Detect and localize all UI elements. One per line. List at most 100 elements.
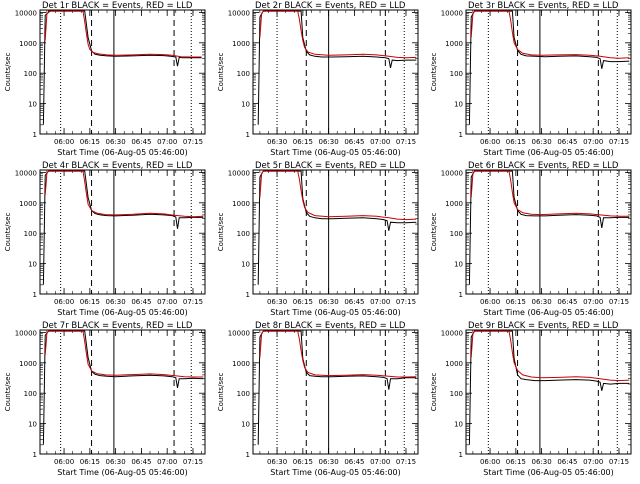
panel-det-1: Det 1r BLACK = Events, RED = LLD Counts/s… [4, 1, 206, 157]
y-tick-label: 100 [24, 70, 37, 78]
series-events-line [257, 170, 417, 285]
plot-frame [39, 9, 206, 135]
x-tick-label: 07:00 [157, 458, 177, 466]
x-tick-label: 06:30 [319, 458, 339, 466]
y-tick-label: 100 [24, 390, 37, 398]
y-tick-label: 100 [450, 70, 463, 78]
panel-det-6: Det 6r BLACK = Events, RED = LLD Counts/s… [430, 161, 632, 317]
y-tick-label: 1000 [19, 360, 37, 368]
x-tick-label: 06:00 [54, 138, 74, 146]
plot-frame [465, 169, 632, 295]
y-tick-label: 10 [454, 421, 463, 429]
y-axis-label: Counts/sec [217, 213, 225, 252]
x-tick-label: 06:15 [80, 298, 100, 306]
series-events-line [257, 330, 417, 445]
series-events-line [468, 170, 630, 285]
series-events-line [468, 330, 630, 445]
x-axis-label: Start Time (06-Aug-05 05:46:00) [57, 308, 188, 317]
x-tick-label: 06:15 [506, 138, 526, 146]
series-events-line [42, 170, 204, 285]
y-tick-label: 100 [237, 390, 250, 398]
x-tick-label: 06:30 [106, 458, 126, 466]
series-lld-line [259, 10, 417, 59]
y-tick-label: 10000 [15, 9, 37, 17]
panel-title: Det 9r BLACK = Events, RED = LLD [468, 321, 619, 331]
x-tick-label: 06:30 [106, 138, 126, 146]
x-tick-label: 07:15 [396, 298, 416, 306]
x-tick-label: 07:00 [583, 298, 603, 306]
panel-det-7: Det 7r BLACK = Events, RED = LLD Counts/s… [4, 321, 206, 477]
panel-title: Det 2r BLACK = Events, RED = LLD [255, 1, 406, 11]
x-tick-label: 07:00 [157, 138, 177, 146]
y-tick-label: 1000 [232, 200, 250, 208]
x-axis-label: Start Time (06-Aug-05 05:46:00) [270, 148, 401, 157]
y-tick-label: 10000 [228, 329, 250, 337]
y-tick-label: 100 [237, 230, 250, 238]
y-axis-label: Counts/sec [4, 53, 12, 92]
y-tick-label: 10 [454, 101, 463, 109]
plot-frame [252, 9, 419, 135]
x-tick-label: 06:30 [267, 298, 287, 306]
x-tick-label: 06:30 [319, 298, 339, 306]
y-tick-label: 1000 [445, 200, 463, 208]
y-tick-label: 10000 [228, 169, 250, 177]
y-tick-label: 10 [28, 421, 37, 429]
plot-frame [465, 329, 632, 455]
y-tick-label: 10 [241, 101, 250, 109]
x-axis-label: Start Time (06-Aug-05 05:46:00) [270, 468, 401, 477]
y-tick-label: 1000 [19, 200, 37, 208]
x-tick-label: 06:45 [557, 298, 577, 306]
plot-frame [465, 9, 632, 135]
x-tick-label: 06:15 [506, 458, 526, 466]
x-axis-label: Start Time (06-Aug-05 05:46:00) [57, 148, 188, 157]
x-axis-label: Start Time (06-Aug-05 05:46:00) [270, 308, 401, 317]
y-axis-label: Counts/sec [4, 373, 12, 412]
panel-title: Det 1r BLACK = Events, RED = LLD [42, 1, 193, 11]
x-axis-label: Start Time (06-Aug-05 05:46:00) [483, 308, 614, 317]
panel-title: Det 5r BLACK = Events, RED = LLD [255, 161, 406, 171]
x-axis-label: Start Time (06-Aug-05 05:46:00) [57, 468, 188, 477]
plot-frame [39, 329, 206, 455]
x-tick-label: 06:00 [480, 458, 500, 466]
panel-title: Det 6r BLACK = Events, RED = LLD [468, 161, 619, 171]
x-tick-label: 06:45 [344, 458, 364, 466]
y-tick-label: 10 [28, 101, 37, 109]
x-tick-label: 07:00 [583, 458, 603, 466]
y-tick-label: 1000 [19, 40, 37, 48]
x-tick-label: 06:30 [532, 138, 552, 146]
y-tick-label: 1000 [445, 40, 463, 48]
y-tick-label: 10000 [15, 169, 37, 177]
y-tick-label: 1000 [445, 360, 463, 368]
x-tick-label: 06:45 [131, 458, 151, 466]
panel-title: Det 8r BLACK = Events, RED = LLD [255, 321, 406, 331]
y-tick-label: 10 [454, 261, 463, 269]
x-tick-label: 07:00 [370, 298, 390, 306]
x-tick-label: 06:00 [54, 298, 74, 306]
x-tick-label: 07:00 [583, 138, 603, 146]
x-tick-label: 07:15 [183, 298, 203, 306]
x-tick-label: 06:45 [557, 138, 577, 146]
y-tick-label: 10000 [441, 9, 463, 17]
y-axis-label: Counts/sec [430, 53, 438, 92]
y-tick-label: 1 [33, 291, 37, 299]
x-tick-label: 06:45 [344, 138, 364, 146]
series-lld-line [44, 10, 202, 58]
y-tick-label: 10 [28, 261, 37, 269]
x-tick-label: 06:30 [532, 298, 552, 306]
y-tick-label: 100 [24, 230, 37, 238]
panel-title: Det 3r BLACK = Events, RED = LLD [468, 1, 619, 11]
series-lld-line [470, 170, 630, 217]
y-tick-label: 1 [33, 131, 37, 139]
y-axis-label: Counts/sec [217, 53, 225, 92]
x-tick-label: 07:00 [370, 138, 390, 146]
plot-frame [252, 329, 419, 455]
x-tick-label: 07:15 [183, 458, 203, 466]
panel-det-4: Det 4r BLACK = Events, RED = LLD Counts/s… [4, 161, 206, 317]
panel-det-3: Det 3r BLACK = Events, RED = LLD Counts/s… [430, 1, 632, 157]
y-tick-label: 100 [450, 230, 463, 238]
x-tick-label: 07:00 [370, 458, 390, 466]
panel-det-5: Det 5r BLACK = Events, RED = LLD Counts/s… [217, 161, 419, 317]
x-tick-label: 06:30 [267, 138, 287, 146]
series-events-line [257, 10, 417, 125]
series-events-line [42, 10, 202, 125]
